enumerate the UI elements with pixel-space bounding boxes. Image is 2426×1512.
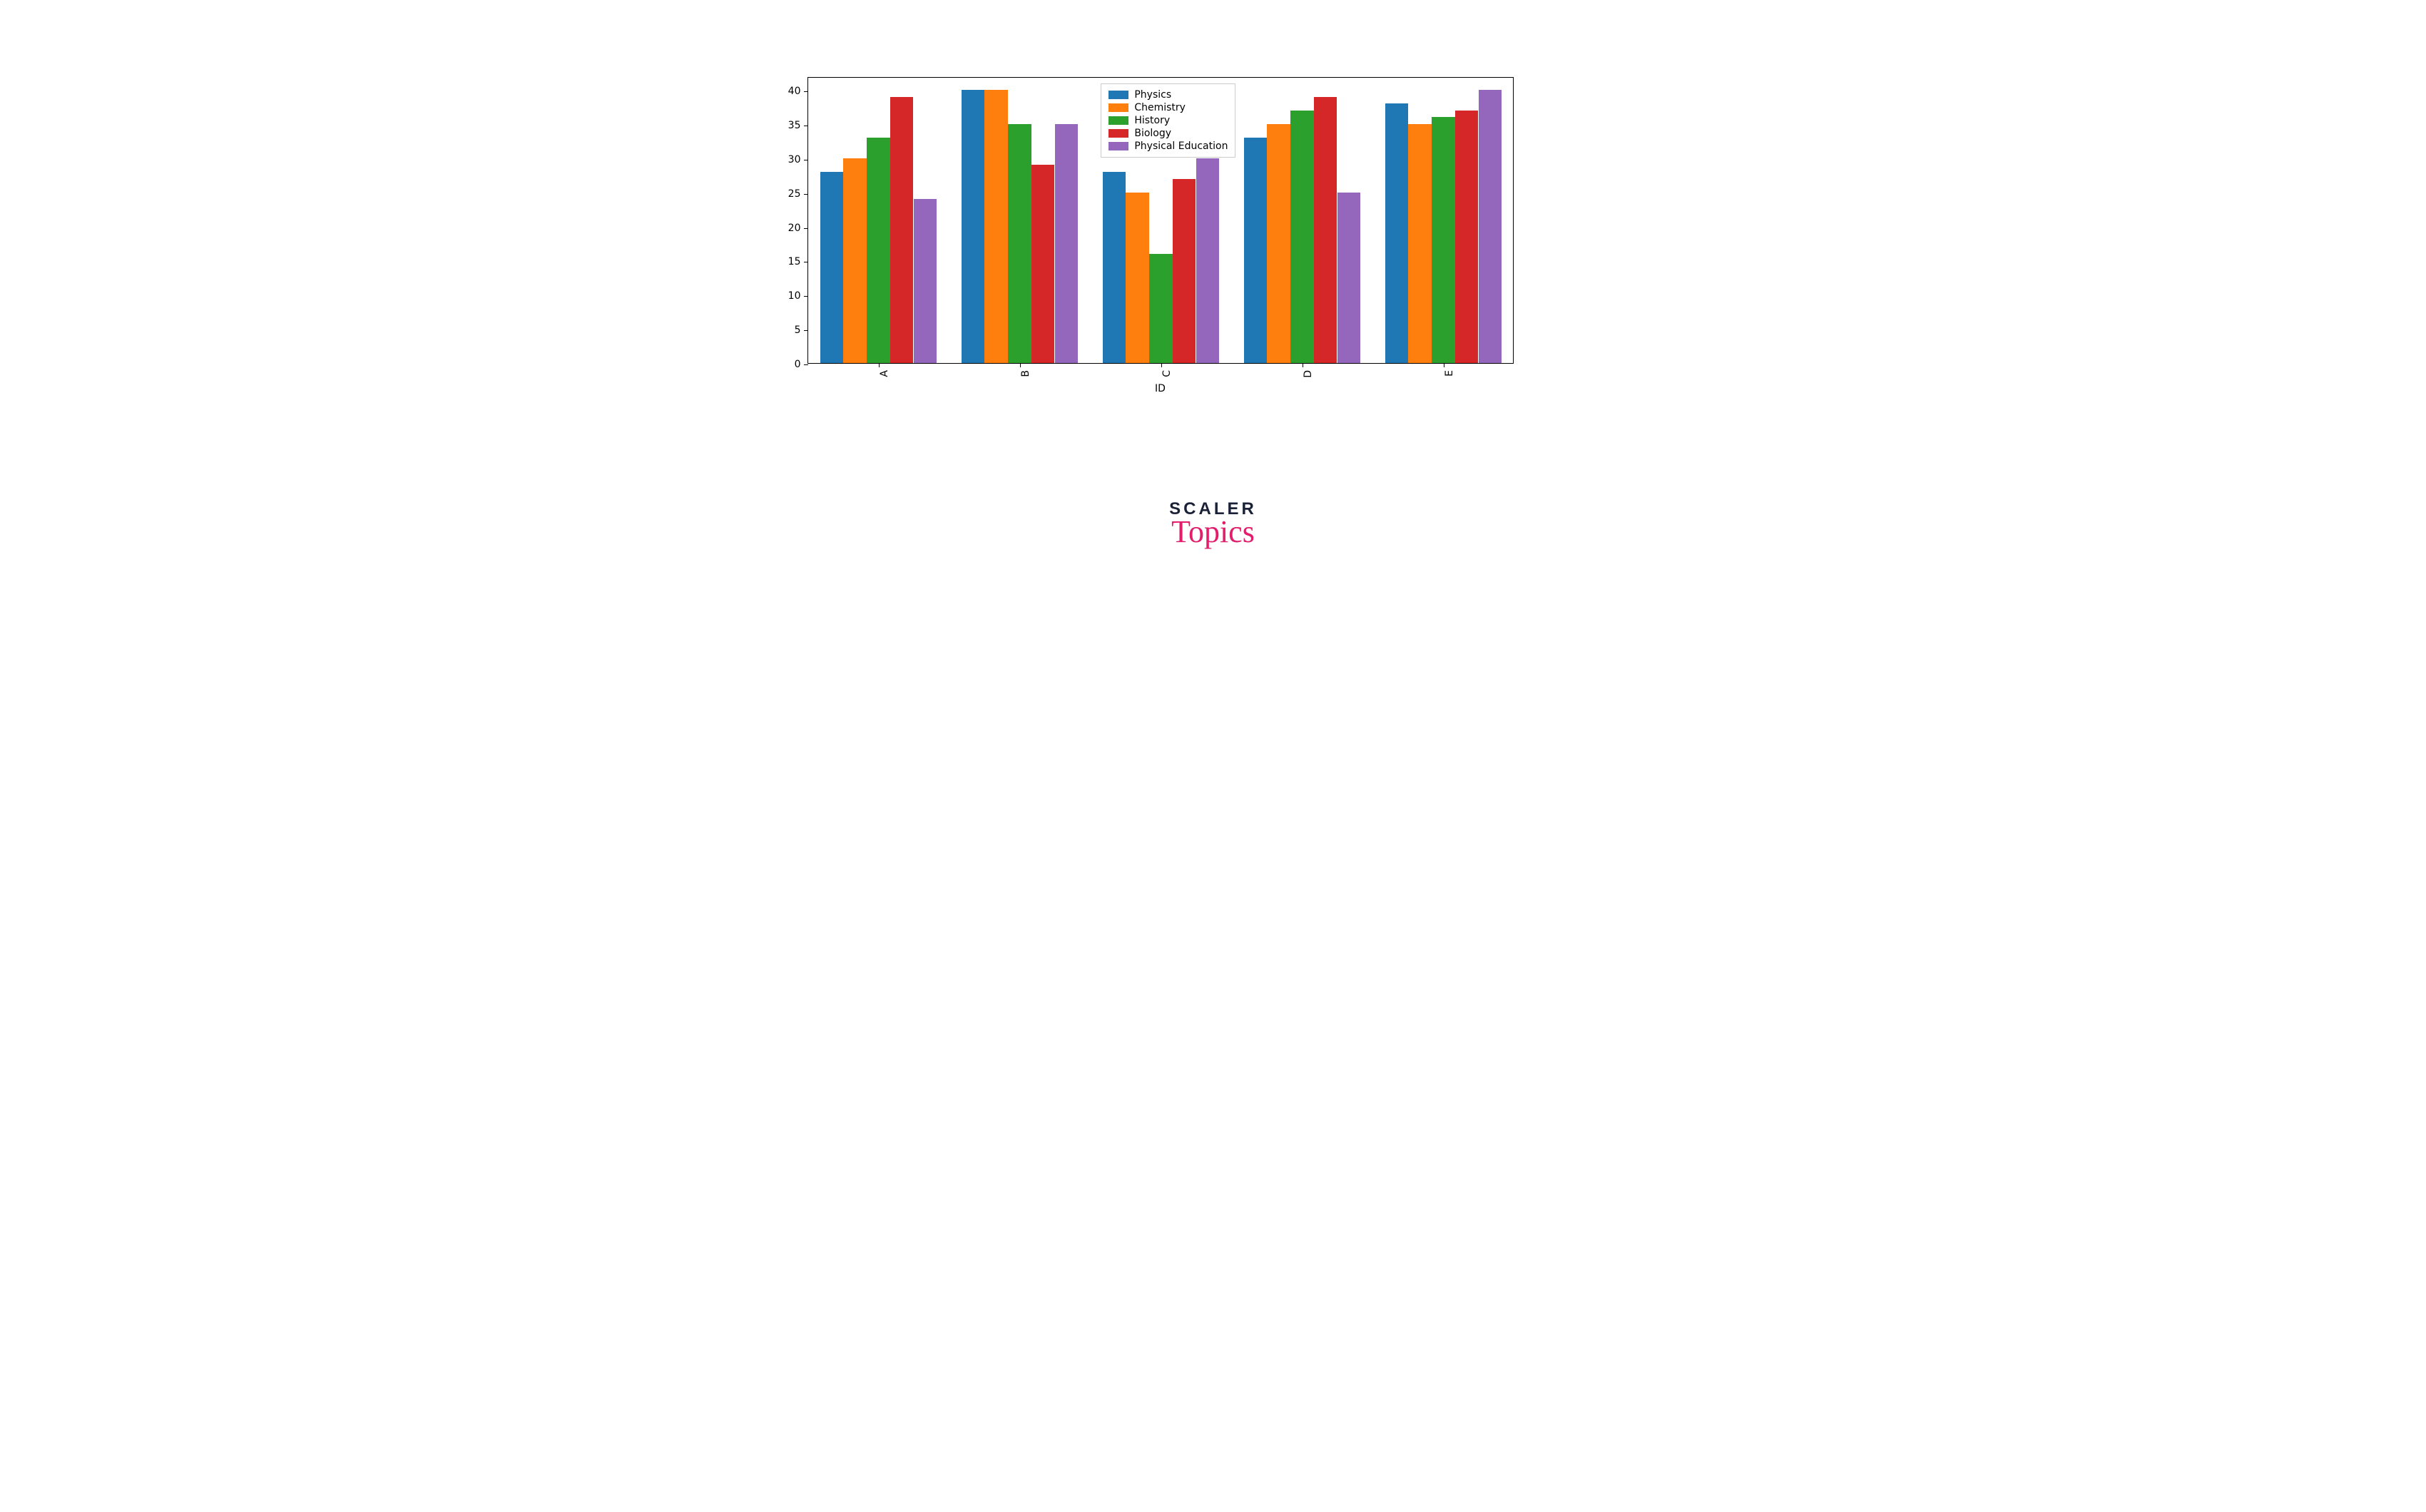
bar [1008,124,1031,363]
legend-label: Physical Education [1134,141,1228,152]
bar [1173,179,1196,363]
chart-legend: PhysicsChemistry History Biology Physical E… [1101,83,1235,158]
ytick-label: 25 [788,188,808,200]
canvas: 0 5 10 15 20 25 30 35 40 A B C D E ID PhysicsChemist… [674,0,1753,672]
chart-plot-area: 0510152025303540 ABCDE ID PhysicsChemist… [807,77,1514,364]
legend-label: Biology [1134,128,1171,139]
bar [843,158,867,363]
bar [1455,111,1479,363]
legend-item: History [1108,114,1228,127]
ytick-label: 35 [788,120,808,131]
legend-item: Biology [1108,127,1228,140]
legend-item: Chemistry [1108,101,1228,114]
bar [962,90,985,363]
legend-swatch [1108,142,1128,150]
xtick-mark [1161,363,1162,367]
ytick-label: 20 [788,223,808,234]
bar [1126,193,1149,363]
bar [1290,111,1314,363]
ytick-label: 40 [788,86,808,97]
bar [820,172,844,363]
bar [1337,193,1361,363]
bar [1196,158,1220,363]
ytick-label: 15 [788,256,808,267]
legend-label: History [1134,115,1170,126]
legend-label: Chemistry [1134,102,1186,113]
legend-item: Physics [1108,88,1228,101]
bar [984,90,1008,363]
bar [1055,124,1079,363]
bar [1267,124,1290,363]
ytick-label: 10 [788,290,808,302]
legend-swatch [1108,91,1128,99]
bar [1385,103,1409,363]
legend-label: Physics [1134,89,1171,101]
xtick-label: C [1161,370,1173,377]
bar [1031,165,1055,363]
bar [890,97,914,363]
bar [1479,90,1502,363]
logo-bottom-text: Topics [1169,514,1257,550]
bar [914,199,937,363]
ytick-label: 30 [788,154,808,165]
bar [1149,254,1173,363]
xtick-label: B [1020,370,1031,377]
xtick-mark [1020,363,1021,367]
bar [1244,138,1268,363]
bar [1314,97,1337,363]
xtick-label: E [1444,370,1455,377]
bar [1103,172,1126,363]
bar [1432,117,1455,363]
bar [1408,124,1432,363]
xtick-label: D [1303,370,1314,378]
bar [867,138,890,363]
scaler-topics-logo: SCALER Topics [1169,499,1257,550]
ytick-label: 0 [795,359,808,370]
legend-swatch [1108,103,1128,112]
legend-swatch [1108,129,1128,138]
chart-xlabel: ID [1155,383,1166,394]
ytick-label: 5 [795,325,808,336]
xtick-mark [879,363,880,367]
legend-swatch [1108,116,1128,125]
xtick-label: A [879,370,890,377]
legend-item: Physical Education [1108,140,1228,153]
